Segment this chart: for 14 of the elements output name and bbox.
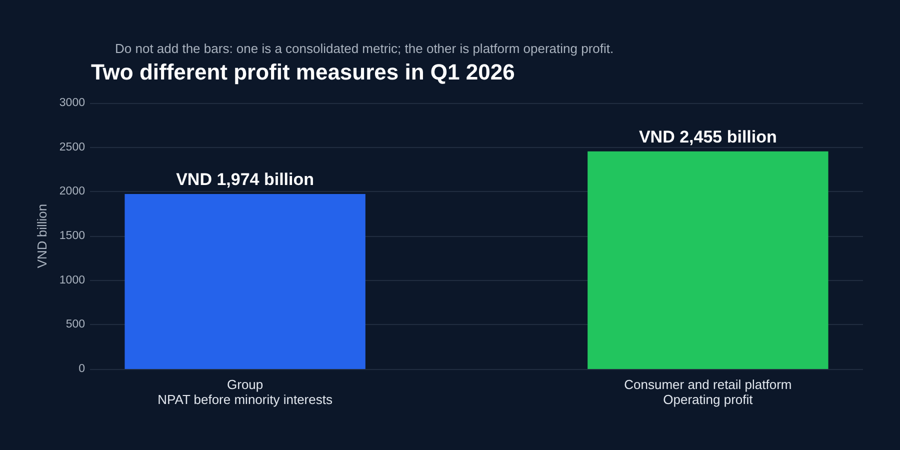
y-tick-label: 0 (78, 363, 85, 375)
y-tick-label: 2000 (59, 186, 85, 198)
y-tick-label: 500 (66, 318, 85, 331)
x-tick-label: Group NPAT before minority interests (158, 377, 333, 407)
chart-title: Two different profit measures in Q1 2026 (91, 60, 515, 84)
y-tick-label: 3000 (59, 97, 85, 109)
y-axis-title: VND billion (34, 204, 50, 268)
y-tick-label: 1000 (59, 274, 85, 286)
data-label: VND 1,974 billion (176, 170, 314, 189)
y-tick-label: 2500 (59, 141, 85, 154)
x-tick-label: Consumer and retail platform Operating profit (624, 377, 792, 407)
y-tick-label: 1500 (59, 230, 85, 242)
chart-subtitle: Do not add the bars: one is a consolidated metric; the other is platform operating profit. (115, 41, 614, 56)
data-label: VND 2,455 billion (638, 127, 777, 146)
